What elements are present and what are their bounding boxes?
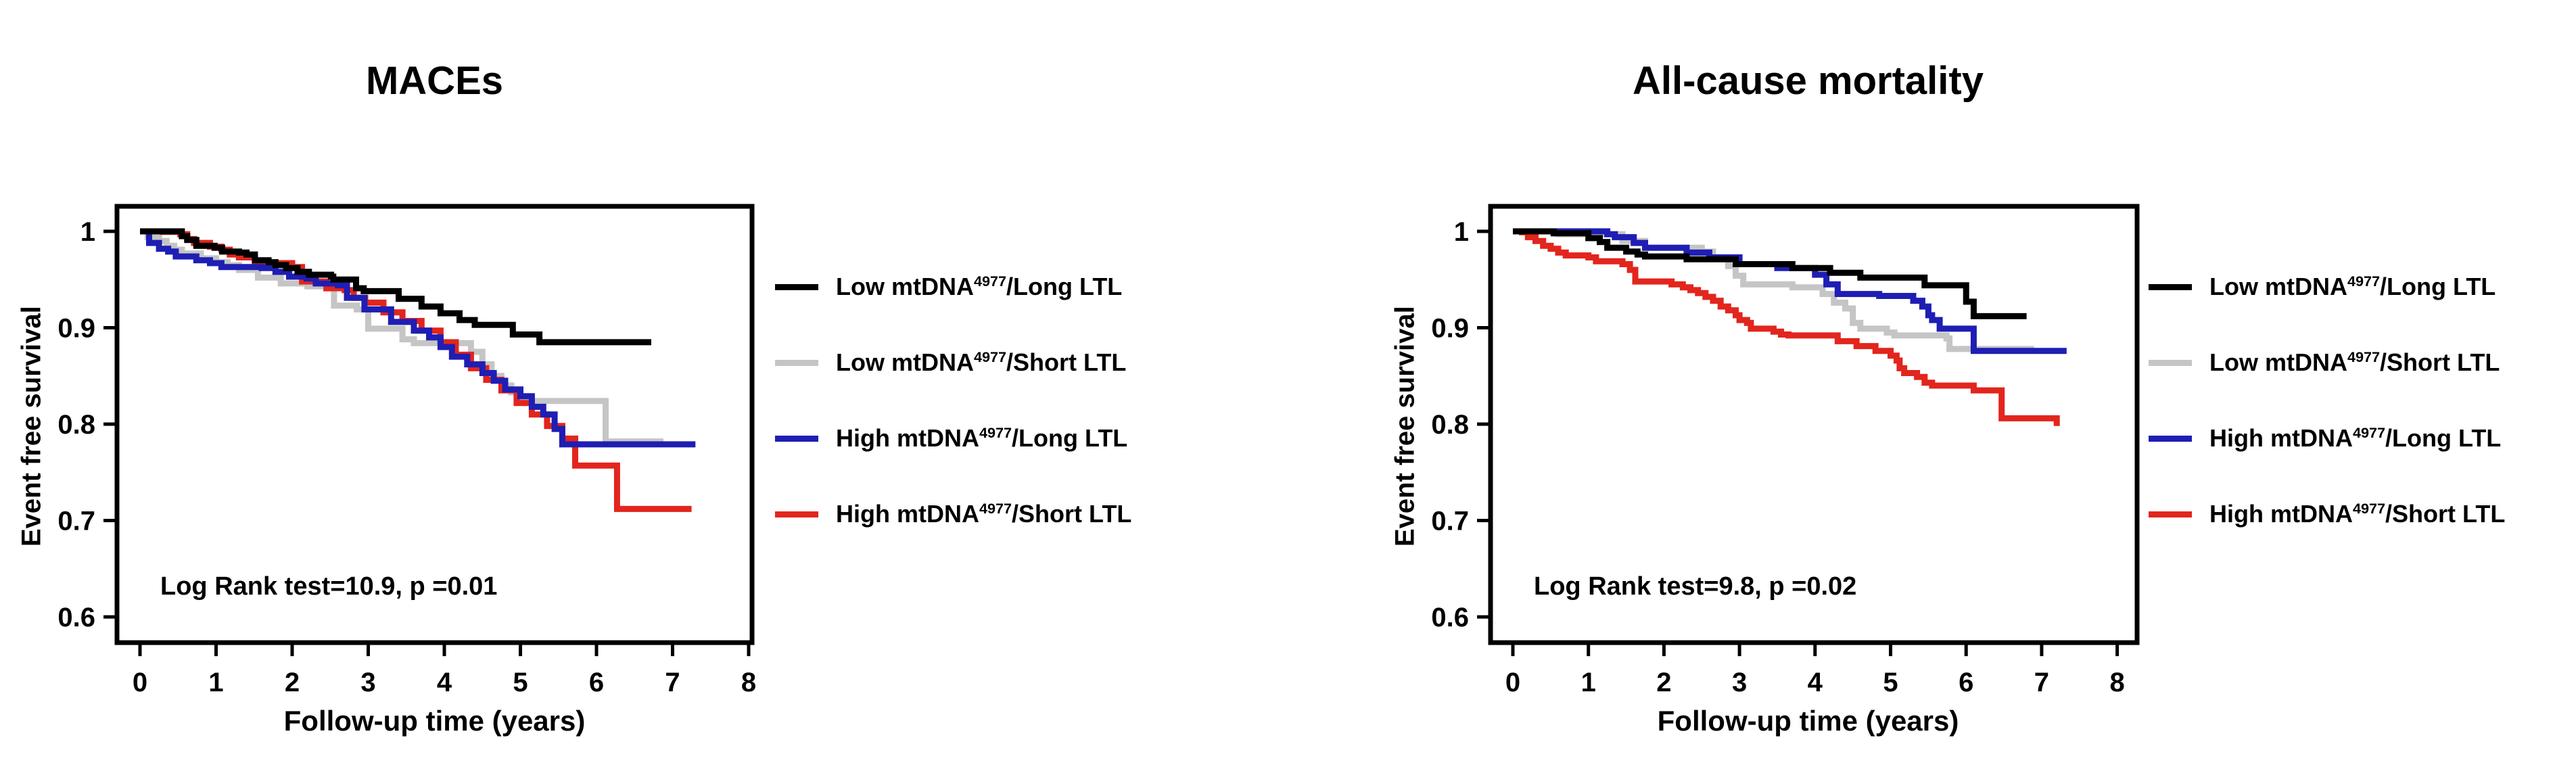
- legend-item: High mtDNA4977/Short LTL: [775, 495, 1131, 533]
- legend-label: Low mtDNA4977/Long LTL: [2209, 273, 2496, 300]
- x-tick-label: 7: [2034, 668, 2049, 697]
- legend-swatch: [2149, 283, 2192, 290]
- legend-label: Low mtDNA4977/Long LTL: [836, 273, 1123, 300]
- legend-swatch: [2149, 359, 2192, 366]
- y-tick-label: 0.8: [1431, 410, 1469, 440]
- legend-swatch: [775, 283, 818, 290]
- x-tick-label: 8: [741, 668, 756, 697]
- curve-high-mtdna-short-ltl: [1513, 228, 2060, 426]
- curve-low-mtdna-long-ltl: [1513, 228, 2027, 319]
- survival-plot: 1 0.9 0.8 0.7 0.6 0 1 2 3 4 5 6 7 8: [57, 204, 756, 697]
- x-tick-label: 5: [1883, 668, 1898, 697]
- curve-high-mtdna-long-ltl: [140, 228, 696, 448]
- curve-high-mtdna-short-ltl: [140, 228, 692, 512]
- legend-label: High mtDNA4977/Short LTL: [836, 500, 1132, 528]
- y-tick-label: 1: [1454, 217, 1469, 247]
- legend-item: High mtDNA4977/Long LTL: [2149, 419, 2501, 457]
- legend-item: Low mtDNA4977/Long LTL: [775, 268, 1122, 306]
- x-tick-label: 0: [1505, 668, 1520, 697]
- legend-swatch: [2149, 511, 2192, 517]
- y-tick-label: 0.9: [1431, 314, 1469, 344]
- legend-swatch: [775, 435, 818, 442]
- y-tick-label: 0.7: [1431, 507, 1469, 536]
- x-tick-label: 8: [2109, 668, 2124, 697]
- y-tick-label: 0.6: [1431, 603, 1469, 632]
- x-tick-label: 6: [589, 668, 604, 697]
- legend-label: Low mtDNA4977/Short LTL: [836, 348, 1127, 376]
- legend-label: High mtDNA4977/Long LTL: [836, 424, 1128, 452]
- x-tick-label: 2: [1656, 668, 1671, 697]
- panel-maces: MACEs Event free survival 1 0.9 0.8 0.7 0.6 0…: [17, 59, 1132, 737]
- legend-item: Low mtDNA4977/Short LTL: [2149, 344, 2500, 382]
- x-axis-label: Follow-up time (years): [1657, 705, 1959, 737]
- x-tick-label: 1: [208, 668, 223, 697]
- x-tick-label: 5: [513, 668, 528, 697]
- legend-swatch: [775, 511, 818, 517]
- y-tick-label: 0.9: [57, 314, 95, 344]
- legend-item: Low mtDNA4977/Short LTL: [775, 344, 1126, 382]
- x-tick-label: 3: [1732, 668, 1747, 697]
- x-tick-label: 2: [285, 668, 300, 697]
- panel-all-cause-mortality: All-cause mortality Event free survival …: [1374, 0, 2576, 761]
- legend-label: Low mtDNA4977/Short LTL: [2209, 348, 2500, 376]
- legend-label: High mtDNA4977/Short LTL: [2209, 500, 2506, 528]
- y-tick-label: 1: [80, 217, 95, 247]
- legend-swatch: [2149, 435, 2192, 442]
- x-axis-label: Follow-up time (years): [283, 705, 586, 737]
- curve-high-mtdna-long-ltl: [1513, 228, 2067, 354]
- logrank-annotation: Log Rank test=10.9, p =0.01: [160, 572, 498, 601]
- legend-item: Low mtDNA4977/Long LTL: [2149, 268, 2496, 306]
- curve-low-mtdna-long-ltl: [140, 228, 651, 346]
- x-tick-label: 3: [360, 668, 375, 697]
- x-tick-label: 4: [437, 668, 452, 697]
- legend-item: High mtDNA4977/Long LTL: [775, 419, 1127, 457]
- legend-label: High mtDNA4977/Long LTL: [2209, 424, 2502, 452]
- chart-title: MACEs: [365, 59, 504, 103]
- y-tick-label: 0.6: [57, 603, 95, 632]
- survival-plot: 1 0.9 0.8 0.7 0.6 0 1 2 3 4 5 6 7 8: [1431, 204, 2140, 697]
- x-tick-label: 6: [1959, 668, 1973, 697]
- logrank-annotation: Log Rank test=9.8, p =0.02: [1534, 572, 1857, 601]
- x-tick-label: 1: [1581, 668, 1596, 697]
- legend-item: High mtDNA4977/Short LTL: [2149, 495, 2505, 533]
- x-tick-label: 0: [133, 668, 147, 697]
- x-tick-label: 4: [1808, 668, 1823, 697]
- y-tick-label: 0.7: [57, 507, 95, 536]
- y-tick-label: 0.8: [57, 410, 95, 440]
- chart-title: All-cause mortality: [1633, 59, 1984, 103]
- legend-swatch: [775, 359, 818, 366]
- x-tick-label: 7: [665, 668, 680, 697]
